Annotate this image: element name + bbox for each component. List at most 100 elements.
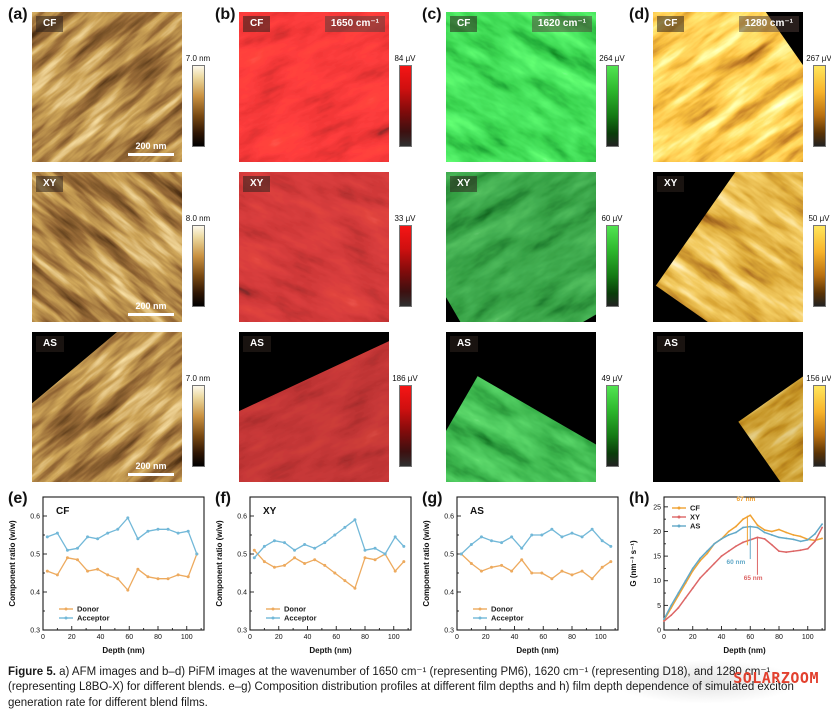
sample-label-badge: AS [657, 336, 685, 352]
sample-label-badge: AS [36, 336, 64, 352]
svg-text:40: 40 [718, 634, 726, 641]
scale-bar-line [128, 153, 174, 156]
svg-text:20: 20 [689, 634, 697, 641]
ghost-watermark-logo [611, 660, 801, 704]
afm-image: AS 200 nm [32, 332, 182, 482]
svg-text:60: 60 [539, 634, 547, 641]
micrograph-cell: AS 186 μV [213, 328, 419, 488]
panel-letter: (g) [422, 490, 443, 507]
panel-letter: (b) [215, 6, 236, 23]
svg-text:0.6: 0.6 [444, 514, 454, 521]
scale-bar: 200 nm [128, 461, 174, 476]
scale-bar-label: 200 nm [135, 461, 167, 471]
chart-cell: (g) 0 20 40 60 80 100 0.3 0.4 0.5 0.6 Depth (nm) Com… [420, 490, 626, 664]
micrograph-texture [239, 12, 389, 162]
svg-text:Depth (nm): Depth (nm) [516, 646, 559, 655]
micrograph-cell: XY 33 μV [213, 168, 419, 328]
watermark-solarzoom: SOLARZOOM [733, 669, 819, 687]
chart-svg: 0 20 40 60 80 100 0 5 10 15 20 25 Depth (nm) G (nm⁻³ … [629, 496, 826, 655]
wavenumber-badge: 1620 cm⁻¹ [531, 16, 592, 32]
pifm-image: XY [653, 172, 803, 322]
svg-text:0: 0 [248, 634, 252, 641]
colorbar-value-label: 8.0 nm [185, 214, 211, 223]
colorbar: 7.0 nm [185, 374, 211, 467]
micrograph-row: (a) CF 200 nm 7.0 nm (b) CF 1650 cm⁻¹ 84 μV (c) C… [0, 6, 831, 168]
colorbar-value-label: 50 μV [808, 214, 830, 223]
svg-text:Component ratio (w/w): Component ratio (w/w) [8, 520, 17, 607]
micrograph-texture [446, 172, 596, 322]
micrograph-row: XY 200 nm 8.0 nm XY 33 μV XY 60 μV XY 50 μV [0, 168, 831, 328]
micrograph-cell: (b) CF 1650 cm⁻¹ 84 μV [213, 6, 419, 168]
sample-label-badge: CF [657, 16, 685, 32]
colorbar-value-label: 60 μV [601, 214, 623, 223]
micrograph-cell: AS 156 μV [627, 328, 831, 488]
svg-text:0: 0 [657, 628, 661, 635]
wavenumber-badge: 1650 cm⁻¹ [324, 16, 385, 32]
svg-text:CF: CF [690, 504, 700, 513]
colorbar-value-label: 84 μV [394, 54, 416, 63]
sample-label-badge: AS [450, 336, 478, 352]
svg-text:0.3: 0.3 [444, 628, 454, 635]
svg-text:0.5: 0.5 [30, 552, 40, 559]
svg-text:0.5: 0.5 [444, 552, 454, 559]
svg-text:25: 25 [653, 504, 661, 511]
afm-image: XY 200 nm [32, 172, 182, 322]
pifm-image: AS [239, 332, 389, 482]
svg-text:80: 80 [775, 634, 783, 641]
colorbar-gradient [398, 385, 412, 467]
pifm-image: AS [446, 332, 596, 482]
svg-text:40: 40 [511, 634, 519, 641]
svg-text:67 nm: 67 nm [737, 496, 756, 503]
colorbar-value-label: 186 μV [392, 374, 418, 383]
scale-bar: 200 nm [128, 301, 174, 316]
panel-letter: (c) [422, 6, 442, 23]
scale-bar-label: 200 nm [135, 301, 167, 311]
chart-cell: (e) 0 20 40 60 80 100 0.3 0.4 0.5 0.6 Depth (nm) Com… [6, 490, 212, 664]
panel-letter: (f) [215, 490, 231, 507]
colorbar-value-label: 156 μV [806, 374, 831, 383]
colorbar-gradient [605, 385, 619, 467]
colorbar: 264 μV [599, 54, 625, 147]
pifm-image: XY [446, 172, 596, 322]
sample-label-badge: CF [450, 16, 478, 32]
svg-text:10: 10 [653, 578, 661, 585]
svg-text:XY: XY [690, 513, 700, 522]
sample-label-badge: CF [243, 16, 271, 32]
colorbar: 60 μV [599, 214, 625, 307]
svg-text:80: 80 [568, 634, 576, 641]
colorbar: 49 μV [599, 374, 625, 467]
micrograph-texture [446, 428, 596, 482]
svg-text:0: 0 [662, 634, 666, 641]
svg-text:60: 60 [332, 634, 340, 641]
svg-text:0.5: 0.5 [237, 552, 247, 559]
micrograph-texture [32, 12, 182, 162]
svg-text:20: 20 [482, 634, 490, 641]
micrograph-texture [446, 12, 596, 162]
svg-text:Component ratio (w/w): Component ratio (w/w) [215, 520, 224, 607]
svg-text:5: 5 [657, 603, 661, 610]
colorbar: 267 μV [806, 54, 831, 147]
sample-label-badge: XY [450, 176, 478, 192]
colorbar: 156 μV [806, 374, 831, 467]
panel-letter: (a) [8, 6, 28, 23]
micrograph-texture [653, 12, 803, 162]
micrograph-cell: XY 60 μV [420, 168, 626, 328]
svg-text:0.3: 0.3 [237, 628, 247, 635]
colorbar-value-label: 264 μV [599, 54, 625, 63]
pifm-image: AS [653, 332, 803, 482]
scale-bar-line [128, 473, 174, 476]
sample-label-badge: XY [657, 176, 685, 192]
svg-text:100: 100 [802, 634, 814, 641]
colorbar-value-label: 33 μV [394, 214, 416, 223]
colorbar-value-label: 7.0 nm [185, 374, 211, 383]
svg-text:AS: AS [690, 522, 700, 531]
micrograph-texture [791, 332, 803, 482]
pifm-image: XY [239, 172, 389, 322]
micrograph-cell: (a) CF 200 nm 7.0 nm [6, 6, 212, 168]
chart-cell: (h) 0 20 40 60 80 100 0 5 10 15 20 25 Depth (nm) G (nm… [627, 490, 831, 664]
svg-text:Component ratio (w/w): Component ratio (w/w) [422, 520, 431, 607]
svg-text:40: 40 [304, 634, 312, 641]
svg-text:Acceptor: Acceptor [491, 614, 524, 623]
svg-text:0.6: 0.6 [237, 514, 247, 521]
